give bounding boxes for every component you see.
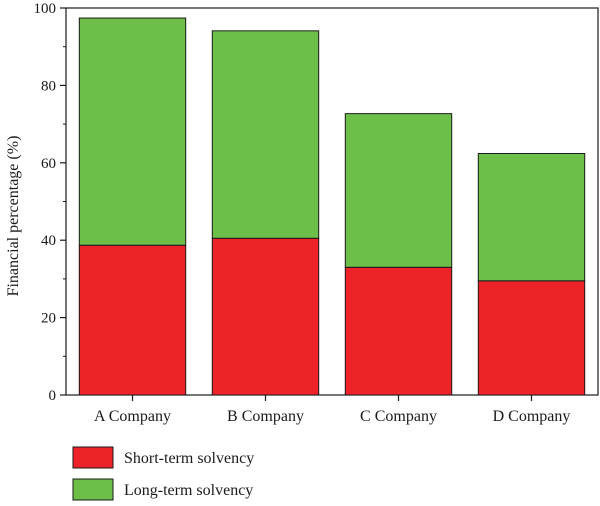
x-tick-label: D Company [493,408,571,425]
bar-long-term-2 [211,30,320,239]
y-tick-label: 60 [41,156,56,172]
legend-swatch-long-term [72,478,114,501]
y-tick-label: 0 [49,388,57,404]
bar-long-term-3 [344,113,453,268]
x-tick-label: B Company [227,408,304,425]
legend: Short-term solvency Long-term solvency [72,446,254,501]
y-axis: 0 20 40 60 80 100 [34,1,66,404]
x-tick-label: C Company [360,408,437,425]
y-tick-label: 40 [41,233,56,249]
bar-long-term-4 [477,153,586,282]
y-axis-title: Financial percentage (%) [5,136,22,297]
y-tick-label: 20 [41,311,56,327]
bar-short-term-1 [78,244,187,396]
bar-short-term-2 [211,237,320,396]
bar-short-term-4 [477,280,586,396]
legend-label-short-term: Short-term solvency [124,450,254,467]
legend-swatch-short-term [72,446,114,469]
x-tick-label: A Company [94,408,171,425]
y-tick-label: 100 [34,1,57,17]
y-tick-label: 80 [41,78,56,94]
x-axis: A Company B Company C Company D Company [94,395,570,425]
bars-group [78,17,586,396]
bar-short-term-3 [344,266,453,396]
bar-long-term-1 [78,17,187,246]
legend-label-long-term: Long-term solvency [124,482,253,499]
